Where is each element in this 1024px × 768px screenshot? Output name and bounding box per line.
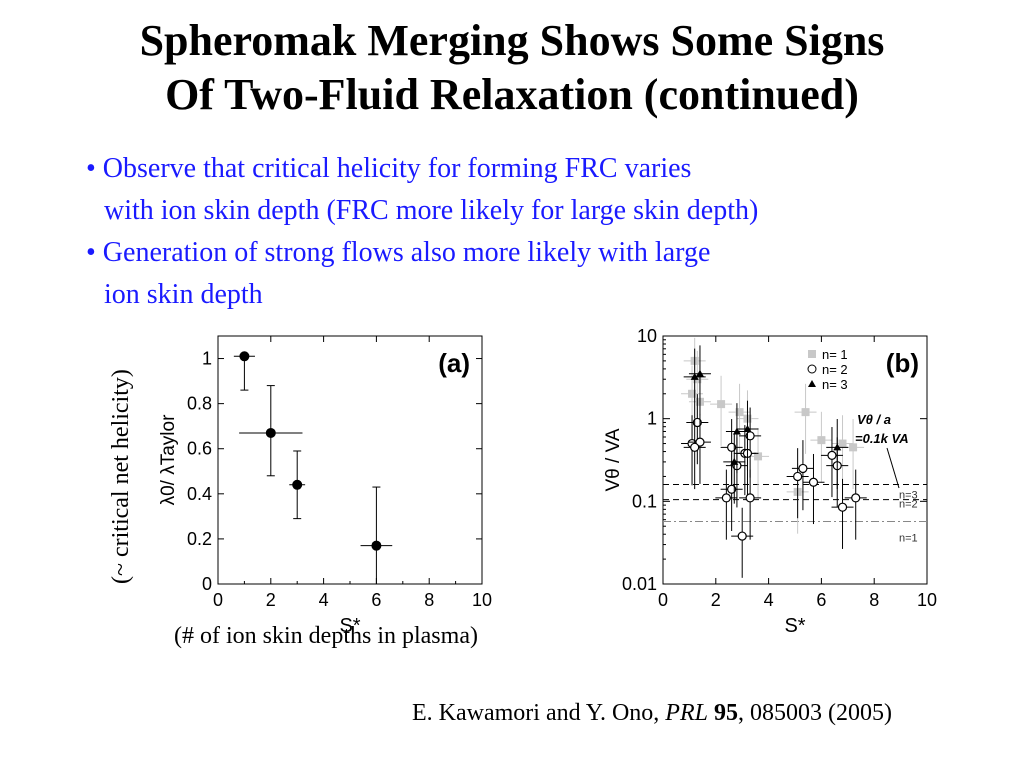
data-point (239, 351, 250, 362)
data-point (817, 436, 826, 445)
y-tick-label: 0.1 (632, 491, 657, 511)
data-point (688, 389, 697, 398)
y-axis-label: Vθ / VA (603, 428, 624, 491)
data-point (371, 540, 382, 551)
data-point (265, 427, 276, 438)
x-tick-label: 10 (472, 590, 492, 610)
slide-title: Spheromak Merging Shows Some Signs Of Tw… (0, 14, 1024, 122)
title-line-2: Of Two-Fluid Relaxation (continued) (165, 70, 859, 119)
data-point (692, 417, 702, 428)
citation-volume: 95 (713, 700, 738, 726)
x-tick-label: 4 (764, 590, 774, 610)
x-tick-label: 4 (319, 590, 329, 610)
data-point (721, 493, 731, 503)
y-tick-label: 0.4 (187, 484, 212, 504)
bullet-list: • Observe that critical helicity for for… (86, 148, 758, 316)
chart-b: 0 2 4 6 8 10 0.01 0.1 1 10 S* Vθ / VA n=3n=2 n=1 Vθ / … (603, 326, 937, 637)
data-point (837, 502, 848, 512)
data-point (808, 477, 819, 487)
data-point (798, 463, 808, 474)
data-point (838, 439, 847, 448)
x-tick-label: 6 (816, 590, 826, 610)
x-tick-label: 0 (213, 590, 223, 610)
y-tick-label: 0.6 (187, 439, 212, 459)
bullet-2-line-1: • Generation of strong flows also more l… (86, 237, 711, 268)
panel-label: (a) (438, 348, 470, 378)
x-axis-label: S* (784, 615, 805, 637)
annotation-line-2: =0.1k VA (855, 431, 909, 446)
x-axis-note: (# of ion skin depths in plasma) (174, 623, 478, 649)
x-tick-label: 2 (266, 590, 276, 610)
reference-line-label: n=2 (899, 499, 918, 511)
data-point (801, 408, 810, 417)
y-tick-label: 1 (202, 349, 212, 369)
citation: E. Kawamori and Y. Ono, PRL 95, 085003 (… (412, 700, 892, 727)
bullet-1-line-2: with ion skin depth (FRC more likely for… (104, 195, 759, 226)
legend-marker (808, 350, 816, 358)
data-point (827, 450, 837, 460)
data-point (849, 443, 858, 452)
y-tick-label: 0.8 (187, 394, 212, 414)
data-point (690, 442, 700, 452)
annotation-arrow (886, 447, 900, 489)
data-point (732, 427, 741, 435)
title-line-1: Spheromak Merging Shows Some Signs (139, 16, 885, 65)
data-point (690, 372, 699, 380)
x-tick-label: 6 (371, 590, 381, 610)
data-point (833, 443, 842, 451)
legend-marker (807, 364, 817, 374)
data-point (754, 452, 763, 461)
legend-label: n= 2 (822, 362, 848, 377)
data-point (727, 484, 737, 494)
x-tick-label: 0 (658, 590, 668, 610)
bullet-1-line-1: • Observe that critical helicity for for… (86, 153, 692, 184)
data-point (292, 479, 303, 490)
x-tick-label: 2 (711, 590, 721, 610)
reference-line-label: n=1 (899, 533, 918, 545)
data-point (851, 493, 861, 503)
bullet-2-line-2: ion skin depth (104, 279, 263, 310)
reference-line-label: n=3 (899, 489, 918, 501)
data-point (743, 424, 752, 432)
plot-frame (662, 335, 928, 585)
data-point (737, 531, 747, 541)
legend-label: n= 1 (822, 347, 848, 362)
data-point (793, 471, 803, 482)
chart-a: 0 2 4 6 8 10 0 0.2 0.4 0.6 0.8 1 S* λ0/ λTaylor (a) (158, 335, 492, 637)
x-tick-label: 8 (869, 590, 879, 610)
y-tick-label: 0.01 (622, 574, 657, 594)
x-tick-label: 8 (424, 590, 434, 610)
data-point (745, 493, 755, 503)
y-tick-label: 0 (202, 574, 212, 594)
citation-authors: E. Kawamori and Y. Ono, (412, 700, 666, 726)
data-point (717, 400, 726, 409)
y-tick-label: 0.2 (187, 529, 212, 549)
legend-marker (808, 380, 816, 387)
citation-journal: PRL (665, 700, 708, 726)
x-axis-label: S* (339, 615, 360, 637)
data-point (735, 408, 744, 417)
annotation-line-1: Vθ / a (857, 412, 891, 427)
x-tick-label: 10 (917, 590, 937, 610)
y-tick-label: 1 (647, 409, 657, 429)
y-axis-label: λ0/ λTaylor (158, 414, 179, 505)
data-point (727, 442, 737, 452)
legend-label: n= 3 (822, 377, 848, 392)
data-point (695, 369, 704, 377)
panel-label: (b) (886, 348, 919, 378)
y-tick-label: 10 (637, 326, 657, 346)
citation-rest: , 085003 (2005) (737, 700, 892, 726)
critical-helicity-label: (~ critical net helicity) (108, 369, 134, 584)
data-point (730, 457, 739, 465)
